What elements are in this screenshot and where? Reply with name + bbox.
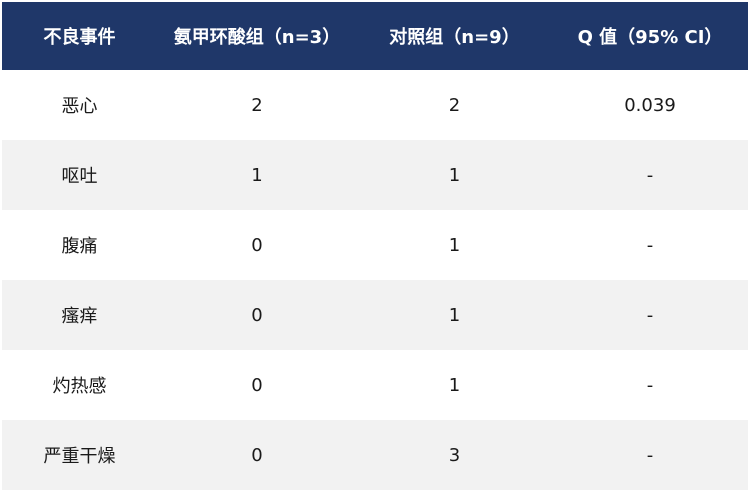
table-cell: 2 [251, 94, 263, 116]
table-cell: - [646, 304, 654, 326]
table-row: 腹痛 0 1 - [2, 210, 748, 280]
table-cell: 严重干燥 [43, 446, 116, 467]
table-cell: 腹痛 [61, 236, 98, 257]
table-row: 恶心 2 2 0.039 [2, 70, 748, 140]
adverse-events-table: 不良事件 氨甲环酸组（n=3） 对照组（n=9） Q 值（95% CI） 恶心 2… [2, 2, 748, 490]
table-cell: 1 [448, 304, 461, 326]
header-cell: Q 值（95% CI） [577, 27, 723, 48]
table-cell: 1 [448, 164, 461, 186]
table-cell: 0 [251, 374, 263, 396]
table-cell: 恶心 [61, 96, 98, 117]
table-cell: 3 [448, 444, 461, 466]
table-cell: 0 [251, 304, 263, 326]
table-cell: - [646, 374, 654, 396]
table-row: 瘙痒 0 1 - [2, 280, 748, 350]
table-cell: 呕吐 [61, 166, 98, 187]
table-cell: 1 [251, 164, 263, 186]
header-cell: 对照组（n=9） [389, 27, 520, 48]
table-row: 灼热感 0 1 - [2, 350, 748, 420]
table-cell: 瘙痒 [61, 306, 98, 327]
table-row: 呕吐 1 1 - [2, 140, 748, 210]
table-row: 严重干燥 0 3 - [2, 420, 748, 490]
table-cell: 1 [448, 234, 461, 256]
table-cell: - [646, 444, 654, 466]
table-cell: - [646, 234, 654, 256]
table-header-row: 不良事件 氨甲环酸组（n=3） 对照组（n=9） Q 值（95% CI） [2, 2, 748, 70]
table-cell: 0 [251, 444, 263, 466]
table-cell: 灼热感 [52, 376, 107, 397]
table-cell: 1 [448, 374, 461, 396]
header-cell: 不良事件 [43, 27, 116, 48]
table-cell: 2 [448, 94, 461, 116]
table-cell: 0 [251, 234, 263, 256]
header-cell: 氨甲环酸组（n=3） [173, 27, 341, 48]
table-cell: - [646, 164, 654, 186]
table-cell: 0.039 [624, 94, 676, 116]
